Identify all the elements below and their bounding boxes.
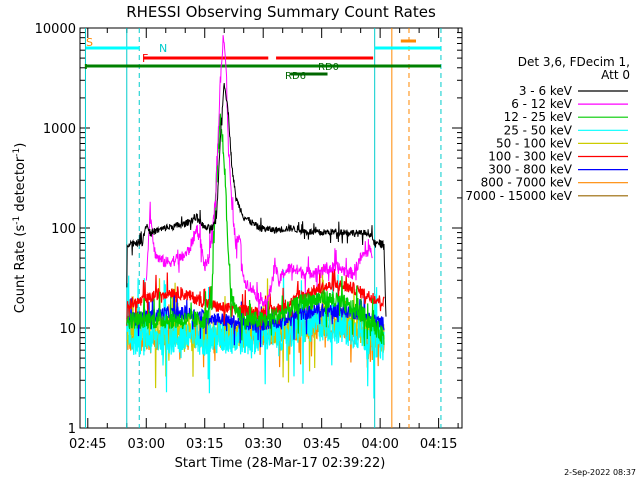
marker-rd0: RD0 (318, 62, 339, 73)
marker-f: F (142, 52, 148, 65)
status-bars: S NF RD0 RD6 (84, 36, 441, 82)
x-tick-label: 03:30 (244, 437, 281, 452)
marker-rd6: RD6 (285, 71, 306, 82)
x-axis: 02:45 03:00 03:15 03:30 03:45 04:00 04:15 (69, 28, 459, 452)
legend-label: 6 - 12 keV (511, 97, 573, 111)
legend-label: 3 - 6 keV (519, 84, 573, 98)
x-tick-label: 04:00 (361, 437, 398, 452)
series-line (126, 113, 385, 347)
legend-label: 25 - 50 keV (504, 123, 573, 137)
x-axis-label: Start Time (28-Mar-17 02:39:22) (175, 456, 386, 471)
legend-label: 50 - 100 keV (496, 136, 573, 150)
legend-label: 100 - 300 keV (488, 150, 572, 164)
y-tick-label: 100 (51, 222, 76, 237)
x-tick-label: 02:45 (69, 437, 106, 452)
x-tick-label: 03:00 (128, 437, 165, 452)
y-tick-label: 10000 (35, 22, 76, 37)
y-tick-label: 1 (68, 422, 76, 437)
legend-header-2: Att 0 (601, 68, 630, 82)
series-line (126, 269, 385, 399)
series-group (126, 35, 387, 399)
marker-n: N (159, 42, 167, 55)
chart-title: RHESSI Observing Summary Count Rates (126, 3, 436, 21)
legend-label: 800 - 7000 keV (481, 176, 573, 190)
x-tick-label: 03:45 (303, 437, 340, 452)
marker-s: S (86, 36, 93, 49)
series-line (126, 83, 387, 317)
x-tick-label: 03:15 (186, 437, 223, 452)
legend-label: 7000 - 15000 keV (465, 189, 572, 203)
legend-label: 12 - 25 keV (504, 110, 573, 124)
x-tick-label: 04:15 (420, 437, 457, 452)
event-vertical-lines (84, 28, 442, 428)
timestamp: 2-Sep-2022 08:37 (564, 468, 636, 477)
series-line (145, 35, 373, 316)
y-tick-label: 1000 (43, 122, 76, 137)
y-tick-label: 10 (59, 322, 76, 337)
y-axis-label: Count Rate (s-1 detector-1) (12, 143, 28, 314)
legend-label: 300 - 800 keV (488, 163, 572, 177)
plot-frame (79, 27, 463, 429)
legend-header-1: Det 3,6, FDecim 1, (518, 55, 630, 69)
y-axis: 1 10 100 1000 10000 (35, 22, 462, 437)
